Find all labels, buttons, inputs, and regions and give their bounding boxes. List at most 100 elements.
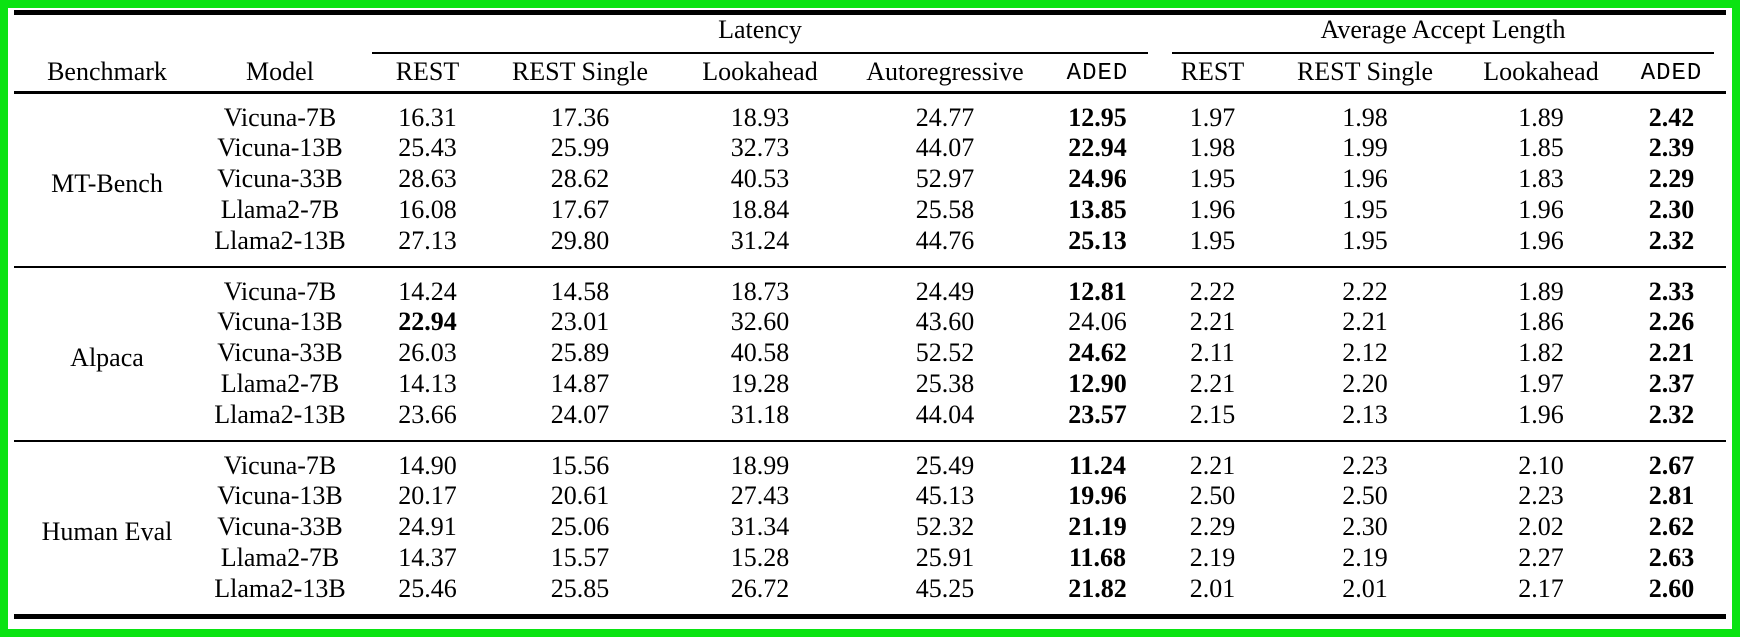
table-row: Human Eval Vicuna-7B 14.90 15.56 18.99 25.49 1… bbox=[13, 439, 1727, 616]
cell-acc-aded: 2.32 bbox=[1648, 399, 1695, 429]
cell-acc-rest-single: 1.99 bbox=[1342, 133, 1388, 162]
cell-lat-aded: 24.06 bbox=[1068, 307, 1127, 336]
model-label: Llama2-7B bbox=[220, 543, 340, 572]
cell-lat-rest-single: 17.36 bbox=[550, 102, 610, 132]
cell-lat-lookahead: 32.73 bbox=[730, 133, 790, 162]
cell-lat-rest-single: 17.67 bbox=[550, 195, 610, 224]
results-table: Latency Average Accept Length Benchmark M… bbox=[13, 10, 1727, 619]
cell-lat-lookahead: 18.73 bbox=[664, 265, 855, 307]
table-row: Llama2-13B 27.13 29.80 31.24 44.76 25.13 1.95 1… bbox=[14, 226, 1726, 267]
cell-lat-lookahead: 27.43 bbox=[730, 481, 790, 510]
cell-acc-rest: 2.01 bbox=[1189, 573, 1236, 603]
cell-lat-aded: 13.85 bbox=[1068, 195, 1127, 224]
table-row: Llama2-7B 16.08 17.67 18.84 25.58 13.85 1.96 1.… bbox=[14, 195, 1726, 226]
cell-acc-aded: 2.62 bbox=[1648, 512, 1695, 541]
cell-acc-rest: 1.96 bbox=[1189, 195, 1236, 224]
model-label: Vicuna-33B bbox=[217, 512, 343, 541]
cell-lat-aded: 24.62 bbox=[1068, 338, 1127, 367]
table-row: Vicuna-13B 20.17 20.61 27.43 45.13 19.96 2.50 2… bbox=[14, 481, 1726, 512]
section-alpaca: Alpaca Vicuna-7B 14.24 14.58 18.73 24.49 12.81… bbox=[13, 265, 1727, 441]
cell-acc-rest: 2.22 bbox=[1159, 265, 1265, 307]
cell-lat-lookahead: 40.53 bbox=[730, 164, 790, 193]
group-header-spacer bbox=[14, 13, 360, 55]
cell-lat-aded: 12.95 bbox=[1068, 102, 1127, 132]
cell-acc-rest: 2.21 bbox=[1189, 307, 1236, 336]
cell-lat-rest-single: 14.87 bbox=[550, 369, 610, 398]
cell-acc-lookahead: 1.83 bbox=[1518, 164, 1564, 193]
cell-lat-autoregressive: 44.07 bbox=[915, 133, 975, 162]
cell-lat-rest: 23.66 bbox=[398, 399, 457, 429]
table-row: Vicuna-33B 26.03 25.89 40.58 52.52 24.62 2.11 2… bbox=[14, 338, 1726, 369]
cell-acc-aded: 2.37 bbox=[1648, 369, 1695, 398]
cell-acc-aded: 2.63 bbox=[1648, 543, 1695, 572]
cell-lat-rest: 16.31 bbox=[398, 102, 457, 132]
cell-acc-lookahead: 2.23 bbox=[1518, 481, 1564, 510]
cell-lat-rest: 14.37 bbox=[398, 543, 457, 572]
cell-acc-aded: 2.60 bbox=[1648, 573, 1695, 603]
cell-lat-rest: 14.24 bbox=[359, 265, 495, 307]
model-label: Llama2-13B bbox=[214, 225, 346, 255]
cell-lat-lookahead: 18.99 bbox=[664, 439, 855, 481]
cell-lat-aded: 25.13 bbox=[1068, 225, 1127, 255]
model-label: Vicuna-33B bbox=[217, 164, 343, 193]
cell-acc-rest-single: 1.95 bbox=[1342, 195, 1388, 224]
group-label-latency: Latency bbox=[371, 15, 1148, 54]
cell-lat-aded: 21.19 bbox=[1068, 512, 1127, 541]
table-row: Llama2-7B 14.13 14.87 19.28 25.38 12.90 2.21 2.… bbox=[14, 369, 1726, 400]
table-row: Vicuna-33B 24.91 25.06 31.34 52.32 21.19 2.29 2… bbox=[14, 512, 1726, 543]
cell-lat-lookahead: 15.28 bbox=[730, 543, 790, 572]
cell-lat-rest-single: 24.07 bbox=[550, 399, 610, 429]
cell-acc-rest-single: 1.95 bbox=[1342, 225, 1388, 255]
cell-lat-rest-single: 25.89 bbox=[550, 338, 610, 367]
cell-acc-rest: 2.29 bbox=[1189, 512, 1236, 541]
cell-acc-lookahead: 1.96 bbox=[1518, 399, 1564, 429]
cell-acc-rest-single: 2.21 bbox=[1342, 307, 1388, 336]
cell-acc-aded: 2.26 bbox=[1648, 307, 1695, 336]
cell-acc-rest: 2.21 bbox=[1189, 369, 1236, 398]
cell-acc-lookahead: 1.85 bbox=[1518, 133, 1564, 162]
cell-acc-rest-single: 2.13 bbox=[1342, 399, 1388, 429]
cell-lat-autoregressive: 25.38 bbox=[915, 369, 975, 398]
cell-acc-rest: 1.95 bbox=[1189, 164, 1236, 193]
cell-lat-lookahead: 31.18 bbox=[730, 399, 790, 429]
cell-lat-autoregressive: 25.49 bbox=[854, 439, 1035, 481]
cell-acc-rest: 1.95 bbox=[1189, 225, 1236, 255]
cell-lat-lookahead: 31.24 bbox=[730, 225, 790, 255]
cell-lat-aded: 11.24 bbox=[1034, 439, 1160, 481]
model-label: Llama2-7B bbox=[220, 195, 340, 224]
model-label: Llama2-13B bbox=[214, 573, 346, 603]
table-header: Latency Average Accept Length Benchmark M… bbox=[13, 13, 1727, 94]
model-label: Vicuna-13B bbox=[217, 481, 343, 510]
cell-acc-rest-single: 2.30 bbox=[1342, 512, 1388, 541]
cell-lat-autoregressive: 25.91 bbox=[915, 543, 975, 572]
column-header-acc-rest-single: REST Single bbox=[1264, 54, 1465, 94]
column-header-lat-rest: REST bbox=[359, 54, 495, 94]
cell-lat-rest: 20.17 bbox=[398, 481, 457, 510]
cell-acc-lookahead: 1.82 bbox=[1518, 338, 1564, 367]
cell-acc-lookahead: 2.10 bbox=[1464, 439, 1617, 481]
model-label: Vicuna-7B bbox=[199, 265, 360, 307]
cell-lat-rest-single: 23.01 bbox=[550, 307, 610, 336]
column-header-acc-lookahead: Lookahead bbox=[1464, 54, 1617, 94]
model-label: Llama2-13B bbox=[214, 399, 346, 429]
cell-lat-aded: 12.90 bbox=[1068, 369, 1127, 398]
cell-lat-autoregressive: 52.97 bbox=[915, 164, 975, 193]
cell-acc-rest-single: 2.19 bbox=[1342, 543, 1388, 572]
cell-acc-lookahead: 1.89 bbox=[1464, 265, 1617, 307]
column-header-lat-rest-single: REST Single bbox=[494, 54, 665, 94]
cell-acc-lookahead: 2.27 bbox=[1518, 543, 1564, 572]
cell-lat-autoregressive: 43.60 bbox=[915, 307, 975, 336]
cell-acc-lookahead: 1.97 bbox=[1518, 369, 1564, 398]
benchmark-label: MT-Bench bbox=[51, 169, 163, 198]
cell-lat-aded: 23.57 bbox=[1068, 399, 1127, 429]
cell-lat-rest: 25.43 bbox=[398, 133, 457, 162]
table-row: Llama2-13B 23.66 24.07 31.18 44.04 23.57 2.15 2… bbox=[14, 400, 1726, 441]
model-label: Vicuna-7B bbox=[223, 102, 337, 132]
cell-acc-rest-single: 2.23 bbox=[1264, 439, 1465, 481]
cell-lat-rest: 27.13 bbox=[398, 225, 457, 255]
cell-lat-rest: 28.63 bbox=[398, 164, 457, 193]
cell-acc-rest-single: 2.22 bbox=[1264, 265, 1465, 307]
column-header-row: Benchmark Model REST REST Single Lookahead Au… bbox=[13, 54, 1727, 94]
table-row: Llama2-7B 14.37 15.57 15.28 25.91 11.68 2.19 2.… bbox=[14, 543, 1726, 574]
